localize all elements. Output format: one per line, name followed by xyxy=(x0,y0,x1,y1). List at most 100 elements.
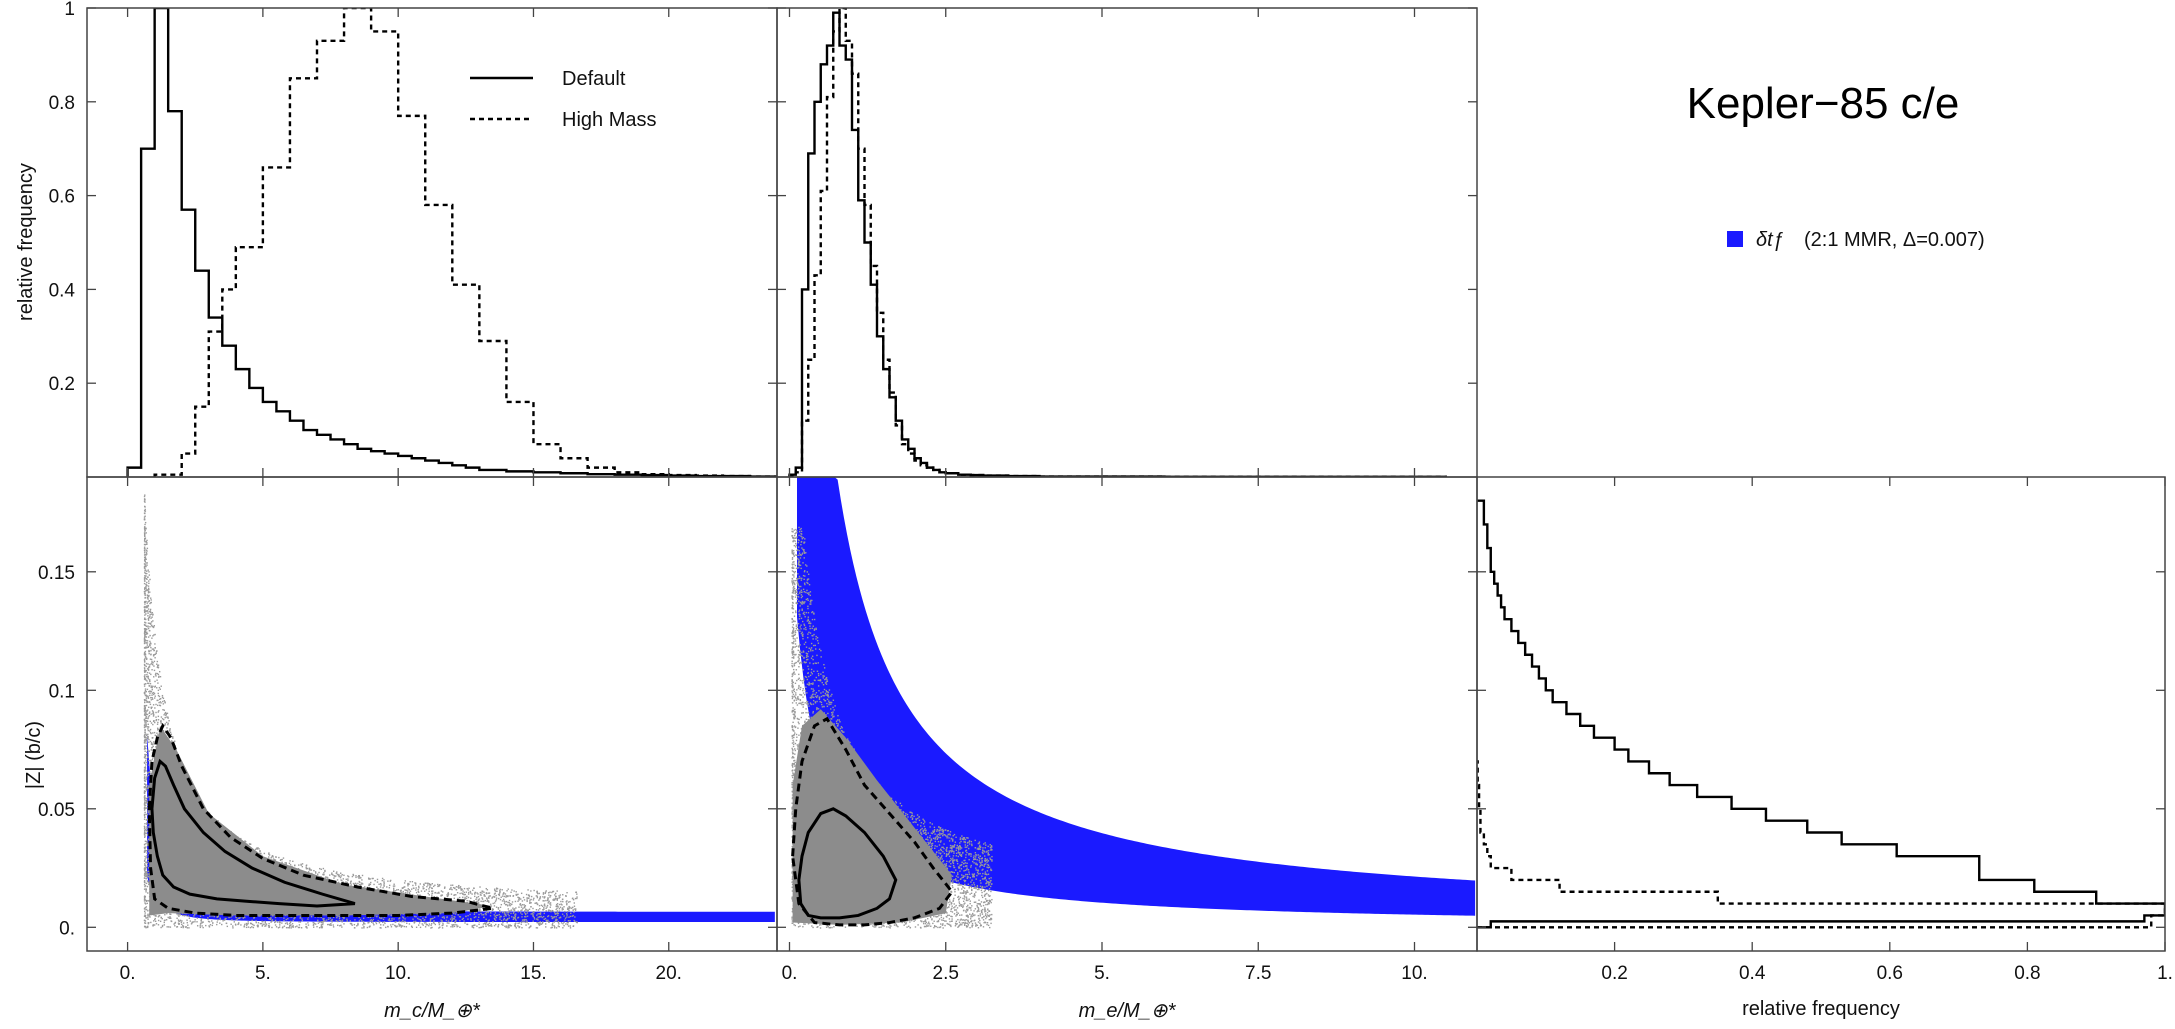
scatter-point xyxy=(144,902,146,904)
scatter-point xyxy=(526,912,529,914)
scatter-point xyxy=(200,919,203,921)
scatter-point xyxy=(244,916,246,919)
scatter-point xyxy=(530,902,532,904)
scatter-point xyxy=(335,919,338,922)
scatter-point xyxy=(161,925,164,928)
scatter-point xyxy=(158,670,161,673)
scatter-point xyxy=(145,587,147,589)
scatter-point xyxy=(154,685,157,687)
scatter-point xyxy=(143,532,146,534)
scatter-point xyxy=(559,896,561,898)
scatter-point xyxy=(403,882,406,884)
scatter-point xyxy=(540,923,543,925)
scatter-point xyxy=(151,759,153,761)
scatter-point xyxy=(145,872,148,875)
scatter-point xyxy=(393,885,396,887)
scatter-point xyxy=(143,554,146,556)
scatter-point xyxy=(566,916,568,918)
scatter-point xyxy=(145,665,147,668)
scatter-point xyxy=(453,894,455,897)
scatter-point xyxy=(143,628,146,630)
scatter-point xyxy=(350,880,352,882)
scatter-point xyxy=(240,924,242,926)
scatter-point xyxy=(566,892,568,894)
scatter-point xyxy=(530,898,532,901)
scatter-point xyxy=(144,567,146,570)
scatter-point xyxy=(506,903,508,906)
scatter-point xyxy=(388,919,391,921)
scatter-point xyxy=(515,919,517,921)
scatter-point xyxy=(209,924,212,926)
scatter-point xyxy=(145,610,147,612)
scatter-point xyxy=(459,919,461,922)
scatter-point xyxy=(480,912,482,915)
scatter-point xyxy=(432,890,434,892)
scatter-point xyxy=(576,897,578,900)
scatter-point xyxy=(147,809,149,811)
scatter-point xyxy=(144,868,147,870)
scatter-point xyxy=(515,922,517,924)
scatter-point xyxy=(494,902,496,904)
scatter-point xyxy=(154,633,156,636)
scatter-point xyxy=(402,916,404,918)
scatter-point xyxy=(490,912,492,914)
scatter-point xyxy=(548,921,550,923)
scatter-point xyxy=(515,894,518,896)
scatter-point xyxy=(168,926,170,928)
scatter-point xyxy=(274,921,276,924)
scatter-point xyxy=(347,875,349,877)
scatter-point xyxy=(521,909,523,911)
scatter-point xyxy=(430,913,432,916)
scatter-point xyxy=(251,926,253,928)
scatter-point xyxy=(576,921,578,924)
scatter-point xyxy=(487,900,489,902)
scatter-point xyxy=(145,709,147,712)
scatter-point xyxy=(547,915,549,918)
scatter-point xyxy=(562,927,564,929)
scatter-point xyxy=(144,760,147,762)
scatter-point xyxy=(149,634,151,637)
scatter-point xyxy=(393,918,395,920)
scatter-point xyxy=(144,618,146,620)
scatter-point xyxy=(398,923,400,925)
scatter-point xyxy=(145,891,147,893)
scatter-point xyxy=(542,900,544,902)
scatter-point xyxy=(533,889,535,892)
scatter-point xyxy=(402,919,404,922)
scatter-point xyxy=(373,924,375,926)
scatter-point xyxy=(245,924,248,926)
scatter-point xyxy=(574,916,576,918)
scatter-point xyxy=(199,915,202,918)
scatter-point xyxy=(144,624,147,627)
scatter-point xyxy=(143,771,146,773)
scatter-point xyxy=(145,565,147,568)
scatter-point xyxy=(144,740,146,743)
scatter-point xyxy=(549,906,552,908)
scatter-point xyxy=(342,916,344,919)
scatter-point xyxy=(330,924,332,926)
scatter-point xyxy=(566,911,569,913)
scatter-point xyxy=(505,904,507,906)
scatter-point xyxy=(146,553,148,555)
panel-top-left xyxy=(126,8,777,477)
scatter-point xyxy=(548,909,550,911)
scatter-point xyxy=(363,927,365,929)
scatter-point xyxy=(536,927,539,929)
scatter-point xyxy=(491,925,493,927)
scatter-point xyxy=(152,620,154,622)
scatter-point xyxy=(278,926,281,928)
scatter-point xyxy=(149,642,152,644)
scatter-point xyxy=(147,668,150,670)
scatter-point xyxy=(495,906,498,908)
scatter-point xyxy=(305,865,307,867)
scatter-point xyxy=(145,813,147,816)
scatter-point xyxy=(149,679,151,681)
scatter-point xyxy=(153,634,155,636)
scatter-point xyxy=(473,916,476,919)
scatter-point xyxy=(499,892,501,894)
scatter-point xyxy=(294,917,296,919)
scatter-point xyxy=(268,918,270,920)
scatter-point xyxy=(144,922,147,924)
scatter-point xyxy=(387,926,389,928)
scatter-point xyxy=(143,818,146,820)
